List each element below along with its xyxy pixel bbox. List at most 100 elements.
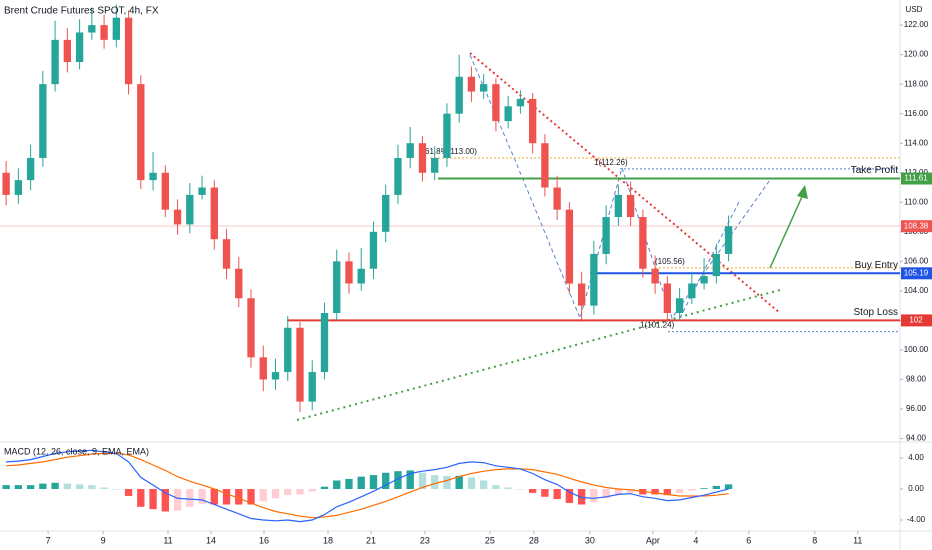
candle-body — [528, 98, 537, 144]
x-tick-label: 11 — [853, 535, 862, 545]
macd-histogram-bar — [88, 485, 96, 490]
currency: USD — [906, 5, 923, 14]
macd-histogram-bar — [480, 480, 488, 490]
axes: 94.0096.0098.00100.00102.00104.00106.001… — [46, 20, 932, 545]
macd-histogram-bar — [39, 483, 47, 490]
macd-histogram-bar — [602, 489, 610, 499]
candle-body — [480, 84, 488, 92]
price-axis-badge-label: 102 — [909, 316, 923, 325]
macd-histogram-bar — [700, 488, 708, 490]
candle-body — [700, 276, 708, 284]
macd-histogram-bar — [308, 489, 316, 492]
candle-body — [712, 253, 720, 277]
macd-histogram-bar — [565, 489, 574, 503]
macd-histogram-bar — [222, 489, 231, 505]
y-tick-label: 94.00 — [906, 434, 927, 443]
candle-body — [541, 143, 549, 188]
candle-body — [186, 194, 194, 225]
macd-histogram-bar — [14, 485, 23, 490]
macd-histogram-bar — [577, 489, 586, 505]
macd-histogram-bar — [394, 471, 402, 490]
target-arrow — [769, 189, 806, 269]
x-tick-label: 25 — [485, 535, 495, 545]
macd-histogram-bar — [100, 487, 108, 490]
levels: 61.8%(113.00) 1(112.26) (105.56) 1(101.24) T… — [287, 147, 900, 333]
macd-macd-line — [6, 449, 729, 523]
macd-histogram-bar — [51, 482, 59, 490]
candle-body — [565, 209, 574, 284]
price-axis-badge — [901, 314, 932, 327]
candle-body — [345, 261, 353, 284]
candle-body — [26, 157, 35, 181]
candle-body — [590, 253, 598, 306]
y-tick-label: 112.00 — [904, 168, 928, 177]
candle-body — [259, 357, 267, 380]
pattern-channel — [679, 199, 741, 319]
macd-histogram-bar — [259, 489, 267, 502]
candle-body — [296, 327, 304, 402]
trade-level-label: Buy Entry — [855, 260, 898, 271]
candle-body — [124, 17, 133, 85]
trade-level-label: Stop Loss — [854, 307, 898, 318]
candle-body — [198, 187, 206, 195]
x-tick-label: 23 — [420, 535, 430, 545]
candle-body — [284, 327, 292, 373]
macd-histogram-bar — [590, 489, 598, 503]
x-tick-label: 14 — [206, 535, 216, 545]
price-axis-badge-label: 111.61 — [904, 174, 928, 183]
macd-histogram-bar — [663, 489, 672, 496]
macd-histogram-bar — [724, 484, 733, 490]
macd-histogram-bar — [345, 478, 353, 490]
candle-body — [406, 143, 414, 158]
candle-body — [308, 372, 316, 402]
x-tick-label: 28 — [529, 535, 539, 545]
macd-histogram-bar — [418, 472, 427, 490]
macd-histogram-bar — [296, 489, 304, 495]
y-tick-label: 104.00 — [904, 286, 929, 295]
macd-histogram-bar — [614, 489, 623, 495]
candle-body — [222, 239, 231, 269]
macd-histogram-bar — [333, 480, 341, 490]
fib-label: (105.56) — [655, 257, 685, 266]
candle-body — [369, 231, 378, 269]
macd-histogram-bar — [492, 485, 500, 490]
candle-body — [357, 268, 365, 284]
macd-histogram-bar — [541, 489, 549, 497]
candle-body — [492, 84, 500, 122]
macd-histogram-bar — [443, 475, 451, 490]
price-axis-badge — [901, 267, 932, 280]
y-tick-label: 100.00 — [904, 345, 929, 354]
candle-body — [675, 298, 684, 314]
macd-histogram-bar — [271, 489, 280, 499]
candle-body — [271, 372, 280, 380]
candles — [2, 4, 733, 412]
x-tick-label: 30 — [585, 535, 595, 545]
fib-label: 1(101.24) — [640, 321, 675, 330]
x-tick-label: 11 — [163, 535, 172, 545]
fib-label: 61.8%(113.00) — [425, 147, 477, 156]
candle-body — [663, 283, 672, 314]
y-tick-label: 110.00 — [904, 197, 928, 206]
indicator-title: MACD (12, 26, close, 9, EMA, EMA) — [4, 446, 149, 456]
macd-histogram-bar — [320, 486, 329, 490]
x-tick-label: 9 — [101, 535, 106, 545]
candle-body — [504, 106, 512, 122]
macd-histogram-bar — [137, 489, 145, 507]
macd-histogram-bar — [651, 489, 659, 495]
x-tick-label: Apr — [646, 535, 660, 545]
candle-body — [235, 268, 243, 299]
candle-body — [614, 194, 623, 218]
candle-body — [112, 17, 120, 40]
candle-body — [63, 39, 72, 63]
macd-histogram-bar — [284, 489, 292, 496]
macd-histogram-bar — [235, 489, 243, 505]
last-price-badge — [901, 220, 932, 233]
candle-body — [431, 157, 439, 173]
macd-histogram-bar — [431, 475, 439, 490]
y2-tick-label: 4.00 — [908, 453, 924, 462]
macd-histogram-bar — [124, 489, 133, 496]
macd-histogram-bar — [553, 489, 561, 500]
macd — [2, 449, 733, 523]
candle-body — [320, 313, 329, 373]
fib-label: 1(112.26) — [594, 158, 628, 167]
